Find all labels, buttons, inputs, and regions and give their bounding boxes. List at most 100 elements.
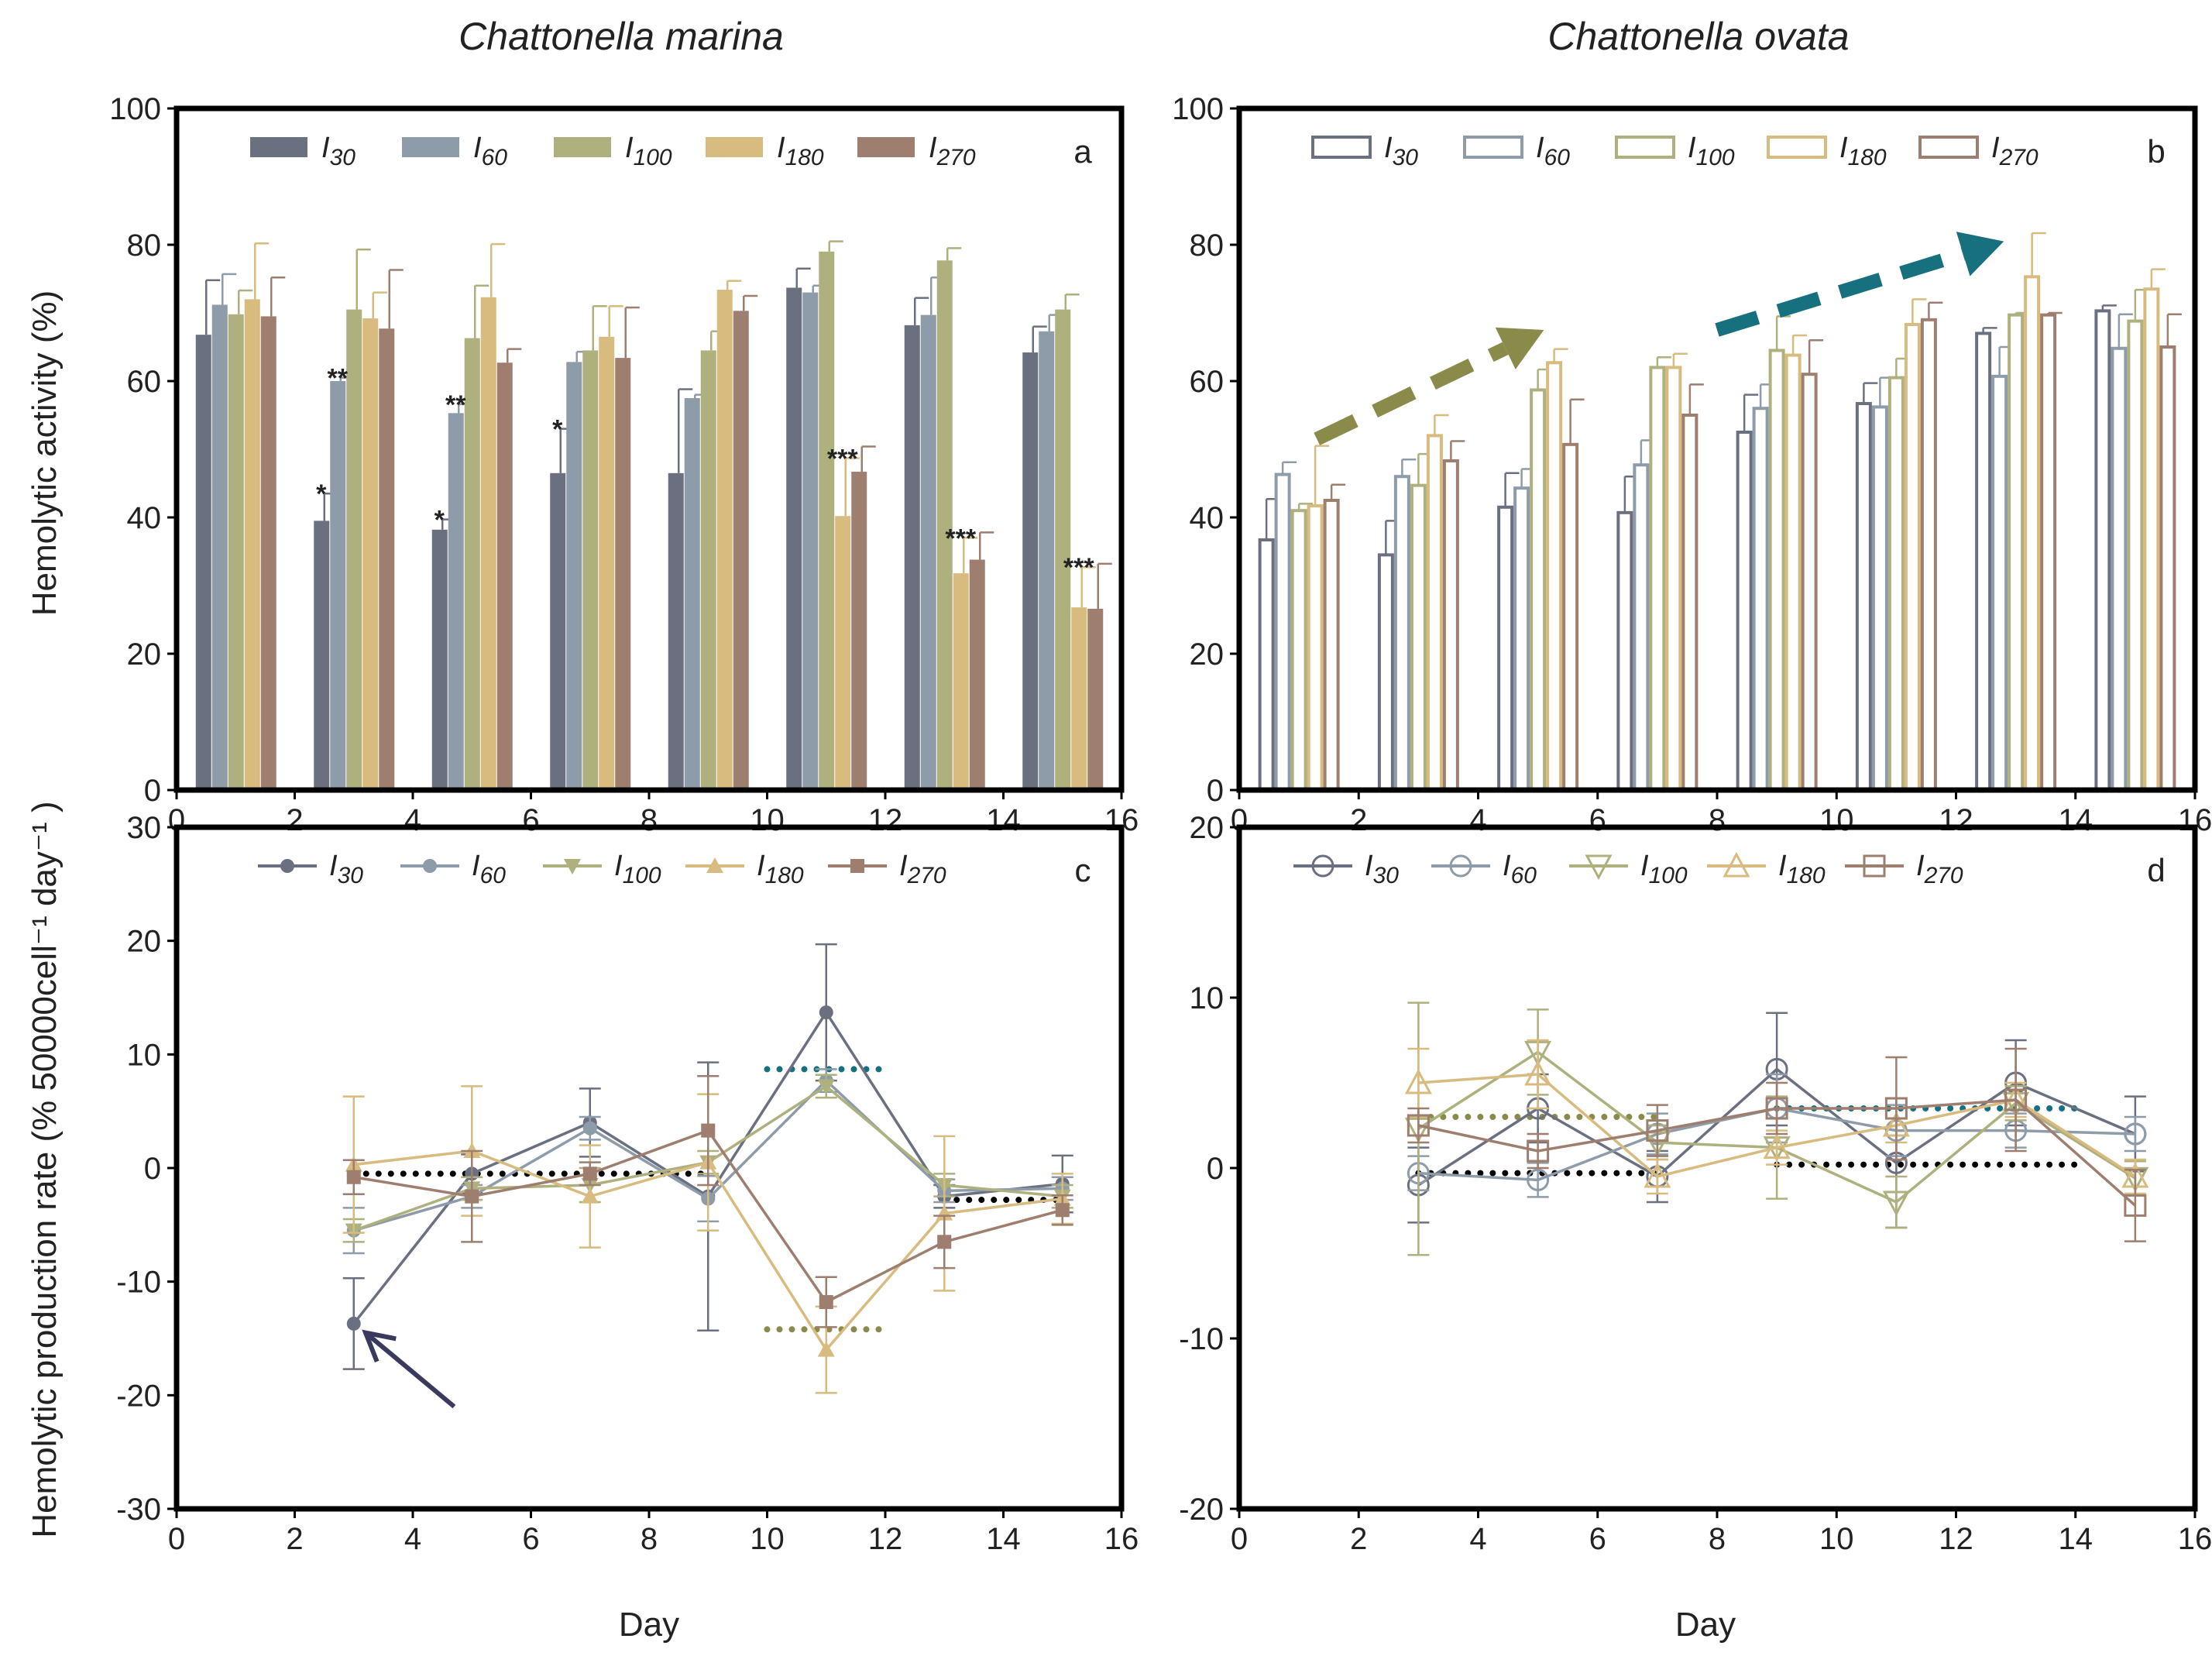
bar-b-I30 bbox=[1258, 538, 1275, 792]
legend-label-d: I270 bbox=[1916, 850, 1963, 888]
y-tick-label-c: -30 bbox=[116, 1493, 161, 1527]
x-axis-label-right: Day bbox=[1675, 1606, 1736, 1644]
y-tick-label-b: 60 bbox=[1190, 365, 1224, 399]
bar-a-I270 bbox=[260, 316, 276, 790]
bar-b-I100 bbox=[1768, 349, 1785, 792]
marker-d-I100 bbox=[1882, 1190, 1910, 1217]
marker-d-I270 bbox=[1884, 1097, 1908, 1120]
bar-b-I60 bbox=[2111, 346, 2128, 792]
y-tick-label-a: 0 bbox=[144, 774, 161, 808]
legend-label-b: I180 bbox=[1839, 132, 1887, 170]
bar-b-I270 bbox=[2159, 345, 2176, 792]
y-tick-label-a: 80 bbox=[127, 228, 162, 263]
x-tick-label-c: 4 bbox=[404, 1522, 421, 1556]
trend-arrow-shaft-teal bbox=[1715, 247, 1966, 337]
marker-d-legend-I180 bbox=[1723, 851, 1750, 878]
legend-label-c: I30 bbox=[329, 850, 363, 888]
bar-b-I270 bbox=[1801, 373, 1818, 792]
bar-b-I180 bbox=[1426, 434, 1443, 792]
marker-d-legend-I270 bbox=[1863, 854, 1886, 878]
marker-c-I30 bbox=[819, 1005, 833, 1020]
bar-b-I60 bbox=[1871, 405, 1888, 792]
x-tick-label-c: 2 bbox=[286, 1522, 303, 1556]
bar-b-I180 bbox=[1307, 504, 1324, 792]
y-tick-label-c: 0 bbox=[144, 1152, 161, 1186]
bar-b-I270 bbox=[1323, 499, 1340, 792]
y-tick-label-c: 10 bbox=[127, 1038, 162, 1072]
legend-subscript: 270 bbox=[936, 145, 976, 170]
bar-a-I270 bbox=[969, 559, 985, 790]
marker-c-I270 bbox=[819, 1295, 833, 1310]
legend-label-d: I60 bbox=[1503, 850, 1537, 888]
panel-letter-b: b bbox=[2147, 133, 2165, 170]
marker-c-legend-I60 bbox=[423, 859, 437, 873]
plot-frame-c bbox=[173, 824, 1125, 1512]
legend-label-d: I100 bbox=[1640, 850, 1688, 888]
significance-marker: ** bbox=[445, 390, 466, 420]
legend-swatch-b bbox=[1463, 136, 1523, 159]
y-tick-label-d: 10 bbox=[1190, 981, 1224, 1015]
panel-a: I30 I60 I100 I180 I270****************020406… bbox=[109, 92, 1139, 837]
legend-label-a: I180 bbox=[777, 132, 824, 170]
x-tick-label-b: 8 bbox=[1709, 803, 1726, 837]
marker-c-legend-I270 bbox=[850, 859, 864, 873]
y-tick-label-b: 0 bbox=[1207, 774, 1224, 808]
panel-d: I30 I60 I100 I180 I270 -20 -10 0 10 20 0 2 4 6 8 10 12 14… bbox=[1179, 811, 2212, 1556]
legend-subscript: 180 bbox=[1787, 863, 1826, 888]
x-tick-label-d: 14 bbox=[2059, 1522, 2094, 1556]
x-tick-label-c: 0 bbox=[168, 1522, 185, 1556]
bar-b-I30 bbox=[1736, 431, 1753, 792]
legend-subscript: 100 bbox=[623, 863, 661, 888]
x-tick-label-d: 6 bbox=[1589, 1522, 1606, 1556]
bar-a-I30 bbox=[1022, 352, 1039, 790]
legend-label-c: I180 bbox=[757, 850, 804, 888]
legend-label-b: I100 bbox=[1688, 132, 1735, 170]
marker-d-legend-I100 bbox=[1585, 854, 1613, 881]
marker-c-I270 bbox=[465, 1189, 479, 1204]
legend-label-b: I60 bbox=[1536, 132, 1570, 170]
y-tick-label-b: 100 bbox=[1172, 92, 1224, 126]
bar-b-I30 bbox=[1975, 332, 1992, 792]
bar-b-I100 bbox=[1410, 483, 1427, 792]
marker-c-I270 bbox=[937, 1235, 952, 1249]
bar-a-I30 bbox=[195, 335, 211, 790]
x-tick-label-c: 12 bbox=[868, 1522, 903, 1556]
significance-marker: *** bbox=[945, 524, 976, 553]
plot-frame-d bbox=[1236, 824, 2198, 1512]
bar-b-I270 bbox=[1920, 318, 1937, 792]
y-axis-label-bottom: Hemolytic production rate (% 50000cell⁻¹… bbox=[26, 801, 64, 1537]
bar-a-I180 bbox=[953, 573, 969, 790]
legend-subscript: 180 bbox=[765, 863, 804, 888]
legend-label-a: I100 bbox=[625, 132, 672, 170]
legend-swatch-a bbox=[706, 137, 763, 157]
title-right: Chattonella ovata bbox=[1547, 15, 1849, 58]
bar-b-I100 bbox=[2127, 319, 2144, 792]
bar-b-I180 bbox=[1904, 322, 1921, 792]
legend-swatch-b bbox=[1918, 136, 1979, 159]
legend-subscript: 30 bbox=[338, 863, 364, 888]
marker-c-I270 bbox=[701, 1123, 716, 1138]
bar-b-I60 bbox=[1991, 374, 2008, 792]
significance-marker: ** bbox=[328, 364, 349, 393]
legend-subscript: 30 bbox=[330, 145, 356, 170]
bar-b-I30 bbox=[1377, 553, 1394, 792]
arrow-shaft bbox=[364, 1331, 456, 1409]
marker-c-I30 bbox=[346, 1316, 361, 1331]
bar-b-I270 bbox=[1442, 459, 1459, 792]
x-tick-label-a: 12 bbox=[868, 803, 903, 837]
x-tick-label-c: 8 bbox=[641, 1522, 658, 1556]
arrow-head bbox=[362, 1329, 397, 1362]
marker-c-I270 bbox=[582, 1166, 597, 1181]
legend-swatch-b bbox=[1615, 136, 1675, 159]
x-axis-label-left: Day bbox=[619, 1606, 679, 1644]
bar-b-I100 bbox=[1290, 509, 1307, 792]
bar-b-I100 bbox=[1530, 388, 1547, 792]
legend-subscript: 60 bbox=[1544, 145, 1571, 170]
bar-a-I180 bbox=[480, 297, 496, 790]
bar-b-I100 bbox=[2008, 313, 2025, 792]
marker-c-legend-I180 bbox=[706, 857, 723, 873]
bar-a-I100 bbox=[582, 350, 599, 790]
legend-swatch-a bbox=[857, 137, 915, 157]
y-tick-label-d: 0 bbox=[1207, 1152, 1224, 1186]
